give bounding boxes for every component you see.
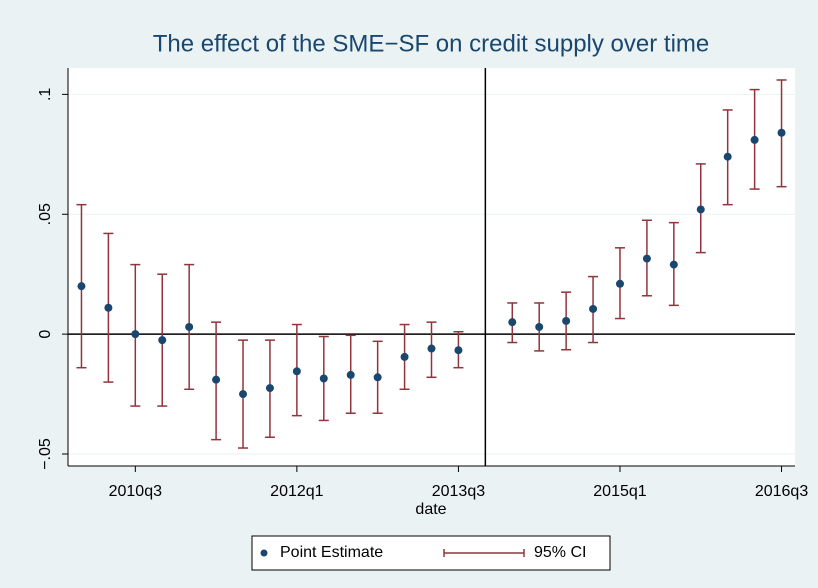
point [535,322,544,331]
legend-marker [260,549,268,557]
point [615,279,624,288]
point [454,346,463,355]
point [239,390,248,399]
plot-region [68,68,795,466]
point [131,330,140,339]
point [669,260,678,269]
point [185,322,194,331]
x-tick-label: 2012q1 [270,483,323,500]
point [265,384,274,393]
y-tick-label: 0 [37,330,54,339]
x-tick-label: 2015q1 [593,483,646,500]
point [158,336,167,345]
y-tick-label: −.05 [37,438,54,470]
point [750,135,759,144]
point [77,282,86,291]
point [642,254,651,263]
x-tick-label: 2013q3 [432,483,485,500]
point [346,370,355,379]
legend-label: Point Estimate [280,544,383,561]
point [212,375,221,384]
chart-title: The effect of the SME−SF on credit suppl… [153,30,710,57]
point [589,304,598,313]
point [508,318,517,327]
point [723,152,732,161]
point [292,367,301,376]
x-axis-label: date [415,501,446,518]
point [319,374,328,383]
y-tick-label: .1 [37,88,54,101]
x-tick-label: 2016q3 [755,483,808,500]
y-tick-label: .05 [37,203,54,225]
point [373,373,382,382]
point [400,352,409,361]
point [777,128,786,137]
point [104,303,113,312]
point [562,316,571,325]
point [696,205,705,214]
x-tick-label: 2010q3 [109,483,162,500]
legend [251,535,611,571]
legend-label: 95% CI [534,544,586,561]
point [427,344,436,353]
